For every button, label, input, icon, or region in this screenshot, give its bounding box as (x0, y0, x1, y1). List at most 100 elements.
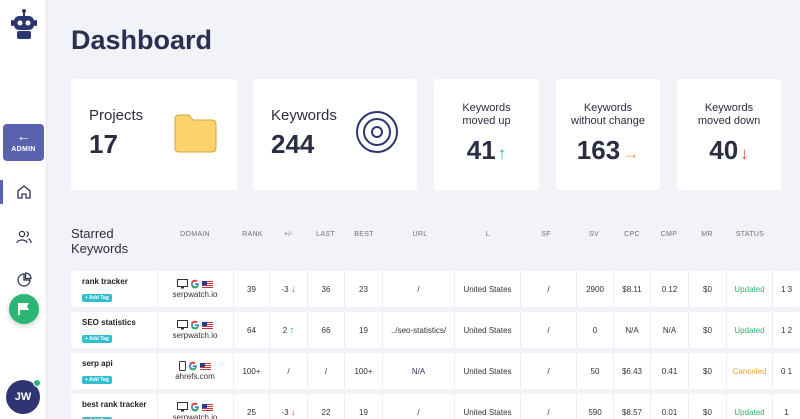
robot-logo-icon[interactable] (10, 8, 38, 42)
extra-cell: 0 1 (772, 353, 800, 389)
col-header-cmp[interactable]: CMP (660, 231, 678, 238)
cpc-value: $8.11 (622, 284, 642, 294)
us-flag-icon (200, 362, 211, 370)
table-row[interactable]: best rank tracker+ Add Tag serpwatch.io 25… (71, 394, 800, 419)
location-value: United States (463, 325, 512, 335)
rank-cell: 100+ (233, 353, 269, 389)
sidebar: ← ADMIN JW (0, 0, 47, 419)
sv-cell: 50 (576, 353, 613, 389)
keyword-name[interactable]: best rank tracker (82, 400, 147, 409)
col-header-sv[interactable]: SV (589, 231, 599, 238)
mr-value: $0 (703, 325, 712, 335)
projects-card[interactable]: Projects 17 (71, 79, 237, 190)
last-value: 66 (321, 325, 331, 335)
add-tag-button[interactable]: + Add Tag (82, 294, 112, 302)
url-value[interactable]: N/A (411, 366, 426, 376)
col-header-best[interactable]: BEST (354, 231, 374, 238)
domain-cell: serpwatch.io (157, 312, 232, 348)
extra-value: 1 (784, 407, 789, 417)
location-value: United States (463, 407, 512, 417)
target-icon (356, 111, 398, 153)
moved-up-label: Keywords moved up (462, 102, 511, 127)
cpc-cell: $6.43 (613, 353, 650, 389)
col-header-change[interactable]: +/- (283, 231, 294, 238)
domain-name[interactable]: serpwatch.io (172, 331, 218, 340)
best-cell: 19 (344, 394, 382, 419)
home-icon[interactable] (16, 184, 32, 200)
col-header-location[interactable]: L (485, 231, 491, 238)
starred-keywords-title: Starred Keywords (71, 226, 129, 256)
table-row[interactable]: serp api + Add Tag ahrefs.com 100+ / / 100+ N/A… (71, 353, 800, 389)
url-value[interactable]: ../seo-statistics/ (390, 325, 447, 335)
status-value[interactable]: Updated (734, 325, 765, 335)
change-cell: -3 ↓ (269, 394, 307, 419)
no-change-card[interactable]: Keywords without change 163 → (556, 79, 660, 190)
cmp-value: N/A (662, 325, 677, 335)
desktop-icon (177, 279, 188, 289)
change-cell: 2 ↑ (269, 312, 307, 348)
url-cell: / (382, 394, 454, 419)
table-row[interactable]: SEO statistics + Add Tag serpwatch.io 64 2 ↑ 6… (71, 312, 800, 348)
col-header-cpc[interactable]: CPC (624, 231, 640, 238)
mr-value: $0 (703, 407, 712, 417)
add-tag-button[interactable]: + Add Tag (82, 376, 112, 384)
extra-value: 1 3 (780, 284, 793, 294)
rank-value: 39 (247, 284, 256, 294)
keyword-name[interactable]: serp api (82, 359, 113, 368)
extra-value: 1 2 (780, 325, 793, 335)
pie-chart-icon[interactable] (16, 272, 32, 288)
online-status-dot (33, 379, 41, 387)
sv-value: 590 (588, 407, 602, 417)
keywords-label: Keywords (271, 107, 337, 124)
moved-up-card[interactable]: Keywords moved up 41 ↑ (434, 79, 539, 190)
keywords-card[interactable]: Keywords 244 (253, 79, 417, 190)
col-header-sf[interactable]: SF (541, 231, 551, 238)
status-value[interactable]: Canceled (732, 366, 767, 376)
google-icon (191, 320, 199, 330)
col-header-rank[interactable]: RANK (242, 231, 263, 238)
col-header-url[interactable]: URL (412, 231, 428, 238)
status-value[interactable]: Updated (734, 407, 765, 417)
moved-down-card[interactable]: Keywords moved down 40 ↓ (677, 79, 781, 190)
users-icon[interactable] (16, 229, 32, 245)
url-cell: / (382, 271, 454, 307)
domain-name[interactable]: serpwatch.io (172, 413, 218, 419)
table-row[interactable]: rank tracker + Add Tag serpwatch.io 39 -3 ↓ 36… (71, 271, 800, 307)
status-cell: Updated (726, 312, 772, 348)
col-header-last[interactable]: LAST (316, 231, 335, 238)
cpc-cell: $8.11 (613, 271, 650, 307)
mr-value: $0 (703, 284, 712, 294)
arrow-up-icon: ↑ (289, 324, 295, 336)
keyword-name[interactable]: SEO statistics (82, 318, 136, 327)
col-header-domain[interactable]: DOMAIN (180, 231, 210, 238)
cmp-value: 0.12 (661, 284, 678, 294)
admin-button[interactable]: ← ADMIN (3, 124, 44, 161)
status-value[interactable]: Updated (734, 284, 765, 294)
sf-value: / (547, 366, 550, 376)
change-cell: / (269, 353, 307, 389)
domain-name[interactable]: serpwatch.io (172, 290, 218, 299)
extra-cell: 1 3 (772, 271, 800, 307)
domain-cell: serpwatch.io (157, 394, 232, 419)
desktop-icon (177, 402, 188, 412)
sf-cell: / (520, 312, 576, 348)
change-value: / (287, 366, 290, 376)
flag-fab-button[interactable] (9, 294, 39, 324)
cmp-cell: 0.12 (650, 271, 688, 307)
url-value[interactable]: / (417, 284, 420, 294)
url-value[interactable]: / (417, 407, 420, 417)
location-value: United States (463, 366, 512, 376)
cmp-value: 0.41 (661, 366, 678, 376)
extra-cell: 1 (772, 394, 800, 419)
best-value: 23 (359, 284, 368, 294)
domain-cell: ahrefs.com (157, 353, 232, 389)
sf-cell: / (520, 271, 576, 307)
add-tag-button[interactable]: + Add Tag (82, 335, 112, 343)
no-change-value: 163 → (576, 135, 640, 165)
sv-value: 0 (592, 325, 598, 335)
col-header-mr[interactable]: MR (701, 231, 713, 238)
keyword-name[interactable]: rank tracker (82, 277, 128, 286)
domain-name[interactable]: ahrefs.com (175, 372, 215, 381)
status-cell: Canceled (726, 353, 772, 389)
col-header-status[interactable]: STATUS (735, 231, 765, 238)
